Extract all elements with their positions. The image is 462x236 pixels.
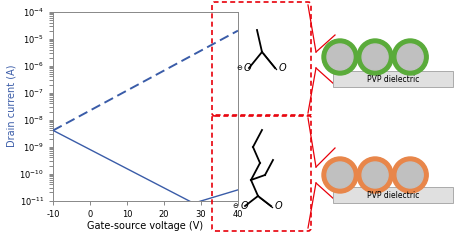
Circle shape: [357, 39, 393, 75]
Text: PVP dielectric: PVP dielectric: [367, 190, 419, 199]
Y-axis label: Drain current (A): Drain current (A): [6, 65, 17, 148]
Circle shape: [357, 157, 393, 193]
Circle shape: [322, 157, 358, 193]
Circle shape: [362, 44, 388, 70]
Circle shape: [397, 162, 423, 188]
FancyBboxPatch shape: [333, 187, 453, 203]
Circle shape: [327, 44, 353, 70]
Text: $\ominus$: $\ominus$: [232, 202, 240, 211]
FancyBboxPatch shape: [333, 71, 453, 87]
Circle shape: [392, 39, 428, 75]
Text: O: O: [240, 201, 248, 211]
Text: PVP dielectric: PVP dielectric: [367, 75, 419, 84]
Circle shape: [397, 44, 423, 70]
Text: O: O: [274, 201, 282, 211]
Text: $\ominus$: $\ominus$: [237, 63, 243, 72]
Circle shape: [392, 157, 428, 193]
Circle shape: [327, 162, 353, 188]
Text: O: O: [243, 63, 251, 73]
X-axis label: Gate-source voltage (V): Gate-source voltage (V): [87, 221, 204, 232]
Text: O: O: [278, 63, 286, 73]
Circle shape: [322, 39, 358, 75]
Circle shape: [362, 162, 388, 188]
